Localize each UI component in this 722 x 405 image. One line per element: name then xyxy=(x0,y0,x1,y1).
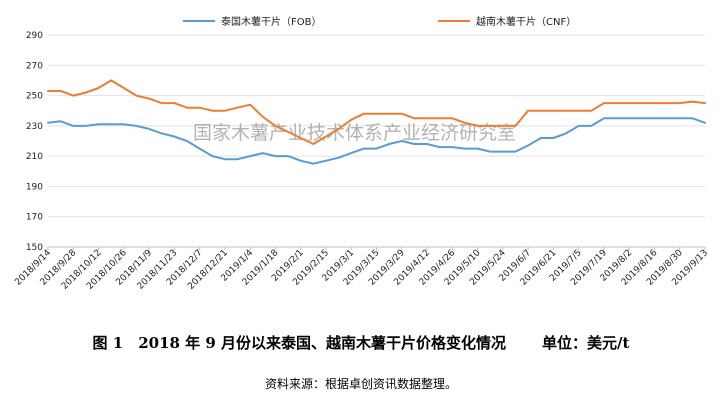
y-tick-label: 170 xyxy=(26,213,43,223)
series-line-vietnam xyxy=(47,79,706,145)
series-line-thai xyxy=(47,117,706,165)
y-tick-label: 270 xyxy=(26,61,43,71)
chart: 泰国木薯干片（FOB） 越南木薯干片（CNF） 150 170 190 210 230 2… xyxy=(13,15,710,292)
y-tick-label: 250 xyxy=(26,92,43,102)
x-axis-ticks: 2018/9/142018/9/282018/10/122018/10/2620… xyxy=(13,247,710,292)
series-lines xyxy=(47,79,706,165)
grid xyxy=(48,34,705,248)
y-tick-label: 150 xyxy=(26,243,43,253)
y-tick-label: 290 xyxy=(26,31,43,41)
data-source: 资料来源：根据卓创资讯数据整理。 xyxy=(264,377,457,391)
figure-caption: 图 1 2018 年 9 月份以来泰国、越南木薯干片价格变化情况 单位：美元/t xyxy=(0,332,722,353)
legend: 泰国木薯干片（FOB） 越南木薯干片（CNF） xyxy=(183,15,576,28)
y-axis-ticks: 150 170 190 210 230 250 270 290 xyxy=(26,31,43,253)
caption-title: 图 1 2018 年 9 月份以来泰国、越南木薯干片价格变化情况 xyxy=(92,334,507,352)
y-tick-label: 210 xyxy=(26,152,43,162)
y-tick-label: 230 xyxy=(26,122,43,132)
caption-unit: 单位：美元/t xyxy=(542,334,630,352)
legend-label-thai: 泰国木薯干片（FOB） xyxy=(221,15,321,28)
legend-label-vietnam: 越南木薯干片（CNF） xyxy=(476,15,576,28)
y-tick-label: 190 xyxy=(26,182,43,192)
watermark: 国家木薯产业技术体系产业经济研究室 xyxy=(193,122,516,144)
